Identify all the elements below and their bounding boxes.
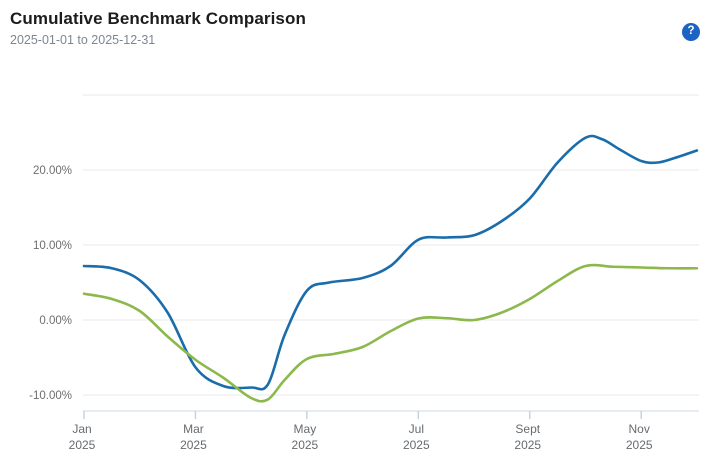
x-axis-label-year: 2025 <box>292 438 319 452</box>
x-axis-label-month: Jan <box>72 422 91 436</box>
y-axis-label: 0.00% <box>39 315 72 327</box>
chart-header: Cumulative Benchmark Comparison 2025-01-… <box>10 8 648 47</box>
x-axis-label-year: 2025 <box>180 438 207 452</box>
series-blue-line <box>82 134 699 391</box>
x-axis-label-month: Mar <box>183 422 204 436</box>
date-range: 2025-01-01 to 2025-12-31 <box>10 33 156 48</box>
x-axis-label-year: 2025 <box>626 438 653 452</box>
y-axis-label: 20.00% <box>33 165 72 177</box>
x-axis-label-month: Sept <box>515 422 540 436</box>
y-axis-label: 10.00% <box>33 240 72 252</box>
series-green-line <box>82 263 699 403</box>
x-axis-label-month: Nov <box>629 422 650 436</box>
x-axis-label-year: 2025 <box>514 438 541 452</box>
y-axis-label: -10.00% <box>29 390 72 402</box>
chart-title: Cumulative Benchmark Comparison <box>10 9 306 28</box>
x-axis-label-year: 2025 <box>69 438 96 452</box>
help-button[interactable]: ? <box>682 23 700 41</box>
question-mark-icon: ? <box>687 25 695 38</box>
x-axis-label-month: May <box>294 422 317 436</box>
x-axis-label-month: Jul <box>409 422 424 436</box>
x-axis-label-year: 2025 <box>403 438 430 452</box>
